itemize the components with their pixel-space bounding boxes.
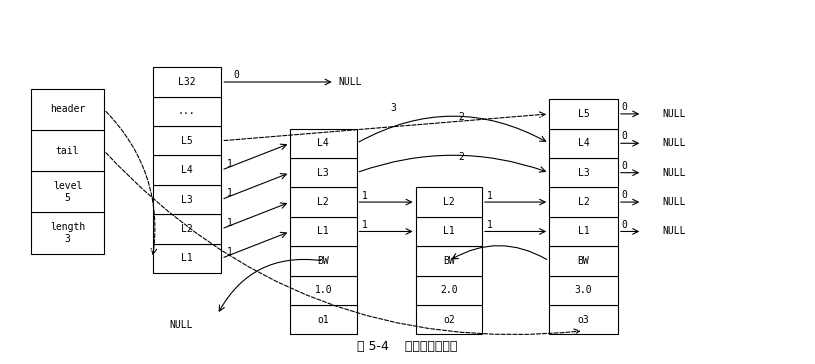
Text: 1: 1 <box>362 191 368 201</box>
Text: L3: L3 <box>578 168 589 178</box>
Text: L1: L1 <box>318 226 329 237</box>
Text: o1: o1 <box>318 314 329 325</box>
FancyBboxPatch shape <box>416 217 482 246</box>
Text: header: header <box>50 104 85 114</box>
Text: L3: L3 <box>181 195 193 205</box>
FancyBboxPatch shape <box>416 305 482 335</box>
FancyBboxPatch shape <box>31 171 104 213</box>
FancyBboxPatch shape <box>416 276 482 305</box>
Text: NULL: NULL <box>663 226 686 237</box>
Text: NULL: NULL <box>169 320 192 331</box>
FancyBboxPatch shape <box>549 217 618 246</box>
Text: 3: 3 <box>390 103 396 113</box>
Text: NULL: NULL <box>339 77 362 87</box>
Text: 1: 1 <box>227 188 232 198</box>
FancyBboxPatch shape <box>549 158 618 187</box>
FancyBboxPatch shape <box>152 155 222 185</box>
Text: L1: L1 <box>578 226 589 237</box>
Text: L2: L2 <box>318 197 329 207</box>
Text: 0: 0 <box>622 190 628 200</box>
FancyBboxPatch shape <box>152 97 222 126</box>
Text: 1: 1 <box>227 159 232 169</box>
Text: L32: L32 <box>178 77 196 87</box>
Text: L3: L3 <box>318 168 329 178</box>
Text: level
5: level 5 <box>53 181 82 203</box>
Text: 1: 1 <box>362 220 368 230</box>
FancyBboxPatch shape <box>290 187 356 217</box>
Text: 图 5-4    计算节点的排位: 图 5-4 计算节点的排位 <box>357 340 458 353</box>
FancyBboxPatch shape <box>290 128 356 158</box>
Text: NULL: NULL <box>663 197 686 207</box>
Text: L2: L2 <box>181 224 193 234</box>
FancyBboxPatch shape <box>31 89 104 130</box>
FancyBboxPatch shape <box>152 126 222 155</box>
FancyBboxPatch shape <box>549 305 618 335</box>
Text: L1: L1 <box>181 253 193 263</box>
Text: L2: L2 <box>578 197 589 207</box>
Text: BW: BW <box>318 256 329 266</box>
FancyBboxPatch shape <box>416 246 482 276</box>
Text: BW: BW <box>443 256 455 266</box>
Text: 0: 0 <box>622 131 628 142</box>
Text: L2: L2 <box>443 197 455 207</box>
FancyBboxPatch shape <box>152 244 222 273</box>
FancyBboxPatch shape <box>549 276 618 305</box>
Text: 0: 0 <box>622 219 628 230</box>
FancyBboxPatch shape <box>290 276 356 305</box>
Text: L5: L5 <box>578 109 589 119</box>
Text: NULL: NULL <box>663 138 686 148</box>
FancyBboxPatch shape <box>549 99 618 128</box>
FancyBboxPatch shape <box>290 305 356 335</box>
FancyBboxPatch shape <box>549 187 618 217</box>
Text: L4: L4 <box>578 138 589 148</box>
FancyBboxPatch shape <box>549 246 618 276</box>
FancyBboxPatch shape <box>416 187 482 217</box>
FancyBboxPatch shape <box>152 185 222 214</box>
Text: BW: BW <box>578 256 589 266</box>
Text: 1: 1 <box>227 247 232 257</box>
Text: ...: ... <box>178 106 196 116</box>
FancyBboxPatch shape <box>290 217 356 246</box>
Text: 1: 1 <box>227 218 232 228</box>
Text: length
3: length 3 <box>50 222 85 244</box>
Text: L1: L1 <box>443 226 455 237</box>
Text: NULL: NULL <box>663 109 686 119</box>
Text: 3.0: 3.0 <box>575 285 593 295</box>
Text: 1: 1 <box>487 220 493 230</box>
Text: 2: 2 <box>458 112 464 122</box>
Text: o3: o3 <box>578 314 589 325</box>
Text: 0: 0 <box>622 161 628 171</box>
Text: o2: o2 <box>443 314 455 325</box>
Text: 1.0: 1.0 <box>315 285 333 295</box>
Text: 2.0: 2.0 <box>440 285 457 295</box>
Text: 1: 1 <box>487 191 493 201</box>
FancyBboxPatch shape <box>549 128 618 158</box>
FancyBboxPatch shape <box>152 214 222 244</box>
FancyBboxPatch shape <box>31 213 104 254</box>
Text: 0: 0 <box>233 70 239 80</box>
Text: L4: L4 <box>318 138 329 148</box>
Text: 0: 0 <box>622 102 628 112</box>
FancyBboxPatch shape <box>152 67 222 97</box>
FancyBboxPatch shape <box>290 158 356 187</box>
Text: 2: 2 <box>458 152 464 162</box>
Text: L4: L4 <box>181 165 193 175</box>
FancyBboxPatch shape <box>31 130 104 171</box>
Text: tail: tail <box>55 146 79 156</box>
Text: NULL: NULL <box>663 168 686 178</box>
Text: L5: L5 <box>181 136 193 146</box>
FancyBboxPatch shape <box>290 246 356 276</box>
